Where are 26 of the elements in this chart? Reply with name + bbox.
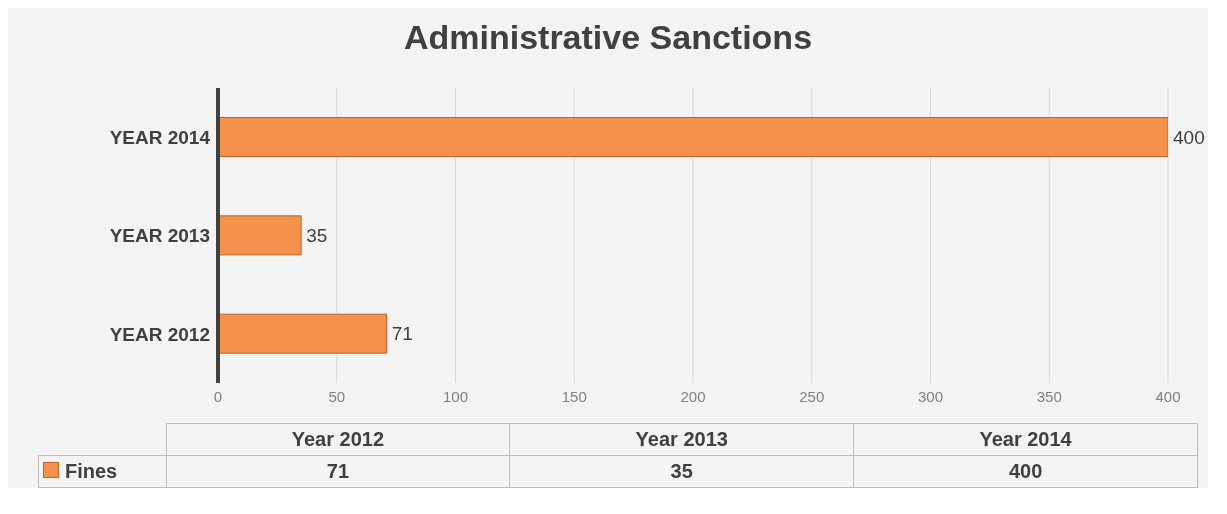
text: 71 <box>166 455 510 488</box>
x-tick-label: 350 <box>1036 387 1062 405</box>
x-tick-label: 250 <box>799 387 825 405</box>
legend-label: Fines <box>38 455 166 488</box>
y-tick-label: YEAR 2012 <box>109 323 210 345</box>
bar <box>218 215 302 256</box>
data-label: 71 <box>391 323 413 345</box>
bar <box>218 117 1168 157</box>
x-tick-label: 0 <box>213 387 223 405</box>
x-tick-label: 300 <box>917 387 944 405</box>
text: Year 2014 <box>853 423 1198 456</box>
chart-title: Administrative Sanctions <box>402 17 814 58</box>
y-tick-label: YEAR 2013 <box>109 225 210 247</box>
bar <box>218 313 388 354</box>
text: 35 <box>509 455 854 488</box>
data-label: 35 <box>306 225 328 247</box>
text: Year 2012 <box>166 423 510 456</box>
x-tick-label: 400 <box>1155 387 1181 405</box>
y-tick-label: YEAR 2014 <box>109 126 211 148</box>
text: Year 2013 <box>509 423 854 456</box>
text: 400 <box>853 455 1198 488</box>
data-label: 400 <box>1173 126 1205 148</box>
x-tick-label: 100 <box>442 387 469 405</box>
x-tick-label: 200 <box>680 387 706 405</box>
x-tick-label: 150 <box>561 387 587 405</box>
x-tick-label: 50 <box>328 387 346 405</box>
